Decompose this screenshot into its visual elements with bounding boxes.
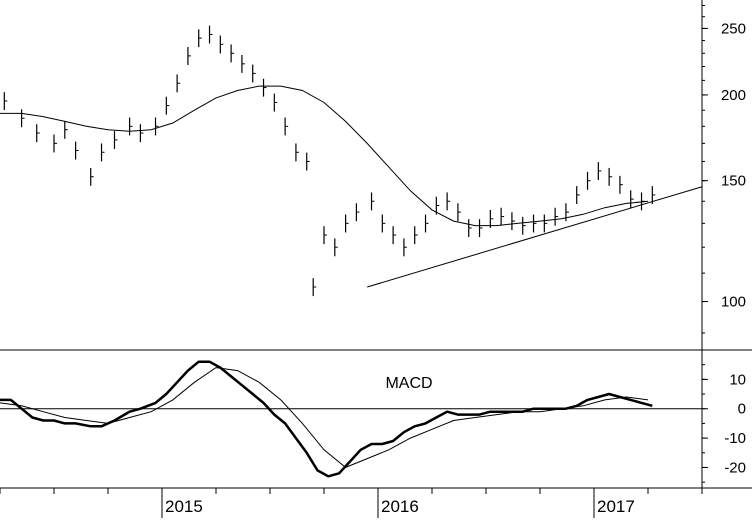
price-bar — [139, 124, 144, 143]
price-bar — [176, 74, 181, 93]
price-bar — [608, 167, 613, 186]
price-tick-label: 150 — [721, 173, 746, 190]
price-bar — [630, 190, 634, 209]
price-bar — [306, 152, 310, 171]
price-bar — [295, 143, 299, 162]
price-bar — [554, 207, 559, 226]
macd-tick-label: -20 — [724, 459, 746, 476]
price-bar — [381, 214, 386, 233]
price-bar — [586, 171, 591, 190]
support-trendline — [367, 186, 703, 288]
price-bar — [478, 219, 483, 238]
price-bar — [323, 226, 327, 245]
price-bar — [597, 162, 602, 180]
price-bar — [500, 207, 505, 226]
price-bar — [532, 214, 537, 233]
macd-panel: MACD — [0, 360, 702, 478]
price-bar — [414, 226, 418, 245]
price-bar — [511, 212, 515, 231]
macd-signal-line — [0, 367, 649, 468]
price-bar — [273, 93, 278, 112]
price-bar — [370, 192, 375, 211]
moving-average-line — [0, 85, 649, 227]
price-bar — [36, 124, 40, 143]
price-bar — [198, 29, 202, 48]
macd-line — [0, 360, 653, 478]
price-bar — [576, 186, 580, 205]
price-bar — [219, 35, 224, 54]
price-bar — [100, 143, 105, 162]
price-bar — [619, 175, 623, 194]
price-bar — [241, 55, 245, 73]
price-bar — [446, 192, 451, 211]
price-bar — [468, 219, 472, 238]
price-bar — [187, 47, 191, 65]
price-bar — [262, 78, 267, 97]
macd-tick-label: 0 — [738, 401, 746, 418]
price-bar — [403, 238, 407, 257]
price-bar — [284, 117, 289, 136]
price-bar — [165, 96, 170, 115]
price-bar — [489, 209, 494, 228]
year-label: 2017 — [597, 497, 635, 516]
price-bar — [457, 203, 461, 222]
price-bar — [651, 186, 656, 205]
price-bar — [154, 117, 159, 136]
price-bar — [208, 25, 213, 44]
year-label: 2015 — [165, 497, 203, 516]
price-bar — [312, 278, 317, 297]
price-bar — [113, 131, 118, 149]
price-bar — [21, 109, 25, 128]
price-bar — [392, 226, 397, 245]
price-bar — [252, 64, 256, 83]
price-bar — [424, 214, 429, 233]
macd-tick-label: 10 — [729, 371, 746, 388]
price-bar — [53, 134, 57, 153]
price-tick-label: 250 — [721, 20, 746, 37]
price-bar — [543, 214, 548, 233]
price-panel — [0, 25, 703, 297]
price-bar — [90, 167, 94, 186]
price-tick-label: 100 — [721, 294, 746, 311]
price-bar — [334, 238, 338, 257]
price-bar — [355, 203, 360, 222]
price-tick-label: 200 — [721, 87, 746, 104]
macd-tick-label: -10 — [724, 430, 746, 447]
price-bar — [129, 117, 133, 136]
price-bar — [522, 216, 526, 235]
price-bar — [64, 120, 68, 139]
year-label: 2016 — [381, 497, 419, 516]
price-bar — [3, 92, 8, 111]
price-bar — [345, 214, 349, 233]
macd-title: MACD — [385, 375, 432, 392]
price-bar — [74, 141, 79, 160]
price-bar — [230, 44, 235, 63]
price-bar — [565, 203, 569, 222]
